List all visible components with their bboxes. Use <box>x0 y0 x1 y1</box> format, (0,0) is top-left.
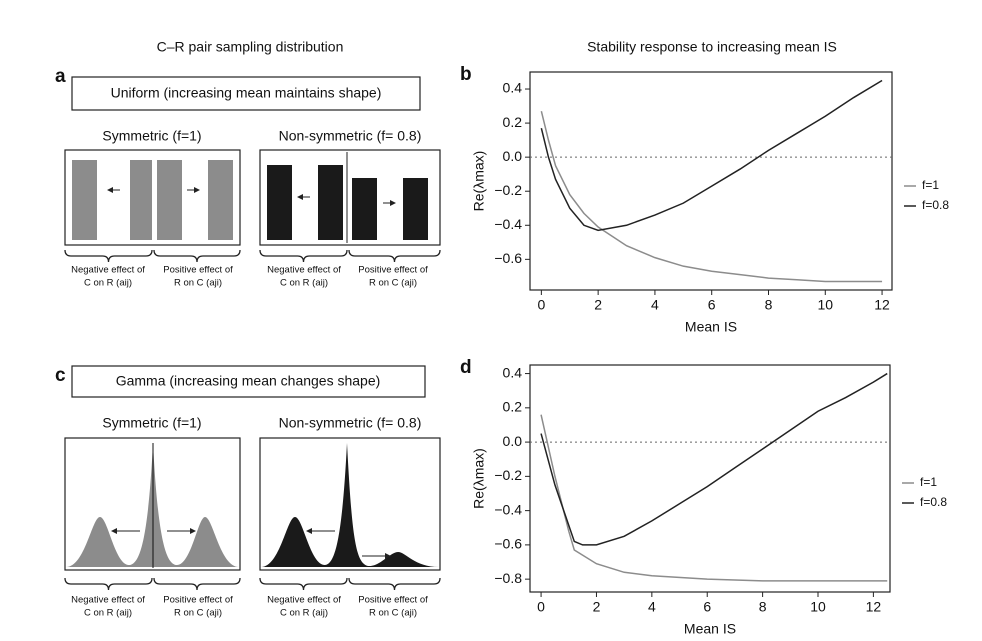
x-tick-label: 8 <box>765 297 773 313</box>
x-tick-label: 0 <box>537 599 545 615</box>
box-label: Uniform (increasing mean maintains shape… <box>111 85 382 101</box>
legend-label: f=1 <box>920 475 937 489</box>
brace <box>153 577 241 591</box>
x-tick-label: 10 <box>817 297 833 313</box>
x-tick-label: 2 <box>593 599 601 615</box>
x-tick-label: 4 <box>648 599 656 615</box>
legend-label: f=1 <box>922 178 939 192</box>
gamma-shape <box>261 443 439 567</box>
series-line <box>540 79 883 232</box>
x-tick-label: 0 <box>537 297 545 313</box>
brace-label: Negative effect of <box>71 265 145 276</box>
brace-label: Positive effect of <box>163 265 233 276</box>
x-tick-label: 8 <box>759 599 767 615</box>
series-line <box>540 414 888 582</box>
x-tick-label: 12 <box>866 599 882 615</box>
y-tick-label: −0.4 <box>494 501 522 517</box>
brace <box>348 577 441 591</box>
legend-label: f=0.8 <box>920 495 947 509</box>
y-tick-label: −0.2 <box>494 467 522 483</box>
x-tick-label: 4 <box>651 297 659 313</box>
legend-label: f=0.8 <box>922 198 949 212</box>
brace <box>348 249 441 263</box>
brace <box>259 249 348 263</box>
subtitle: Symmetric (f=1) <box>102 415 201 431</box>
box-label: Gamma (increasing mean changes shape) <box>116 373 381 389</box>
y-tick-label: 0.0 <box>503 433 523 449</box>
brace-label: Positive effect of <box>358 265 428 276</box>
y-tick-label: 0.2 <box>503 399 523 415</box>
x-tick-label: 6 <box>708 297 716 313</box>
brace <box>64 577 153 591</box>
brace-label: R on C (aji) <box>369 278 417 289</box>
brace-label: C on R (aij) <box>84 278 132 289</box>
y-tick-label: 0.2 <box>503 114 523 130</box>
subtitle: Non-symmetric (f= 0.8) <box>279 128 422 144</box>
braces <box>64 249 441 591</box>
brace-label: Negative effect of <box>71 595 145 606</box>
y-tick-label: −0.4 <box>494 216 522 232</box>
y-axis-label: Re(λmax) <box>471 448 487 509</box>
brace-label: C on R (aij) <box>84 608 132 619</box>
series-line <box>540 110 883 283</box>
brace-label: R on C (aji) <box>174 278 222 289</box>
brace <box>153 249 241 263</box>
panel-letter: a <box>55 66 66 87</box>
brace-label: R on C (aji) <box>174 608 222 619</box>
panel-letter: c <box>55 365 66 386</box>
subtitle: Non-symmetric (f= 0.8) <box>279 415 422 431</box>
y-tick-label: −0.2 <box>494 182 522 198</box>
brace-label: Positive effect of <box>358 595 428 606</box>
y-tick-label: 0.0 <box>503 148 523 164</box>
brace <box>64 249 153 263</box>
y-tick-label: −0.6 <box>494 536 522 552</box>
uniform-bars <box>267 165 428 240</box>
box <box>64 149 241 246</box>
brace-label: Positive effect of <box>163 595 233 606</box>
box <box>71 76 421 111</box>
box <box>71 365 426 398</box>
brace-label: C on R (aij) <box>280 278 328 289</box>
brace-label: Negative effect of <box>267 595 341 606</box>
brace-label: R on C (aji) <box>369 608 417 619</box>
brace-label: C on R (aij) <box>280 608 328 619</box>
x-tick-label: 12 <box>874 297 890 313</box>
box <box>259 149 441 246</box>
y-tick-label: 0.4 <box>503 80 523 96</box>
x-axis-label: Mean IS <box>685 319 737 335</box>
series-line <box>540 372 888 546</box>
y-axis-label: Re(λmax) <box>471 151 487 212</box>
box <box>259 437 441 571</box>
x-tick-label: 6 <box>703 599 711 615</box>
plot-frame <box>529 71 893 291</box>
uniform-bars <box>72 160 233 240</box>
brace-label: Negative effect of <box>267 265 341 276</box>
subtitle: Symmetric (f=1) <box>102 128 201 144</box>
header: Stability response to increasing mean IS <box>587 39 837 55</box>
brace <box>259 577 348 591</box>
x-tick-label: 2 <box>594 297 602 313</box>
plot-frame <box>529 364 891 593</box>
header: C–R pair sampling distribution <box>157 39 344 55</box>
x-axis-label: Mean IS <box>684 621 736 637</box>
panel-letter: d <box>460 357 472 378</box>
panel-letter: b <box>460 64 472 85</box>
box <box>64 437 241 571</box>
y-tick-label: −0.6 <box>494 250 522 266</box>
y-tick-label: 0.4 <box>503 364 523 380</box>
y-tick-label: −0.8 <box>494 570 522 586</box>
x-tick-label: 10 <box>810 599 826 615</box>
